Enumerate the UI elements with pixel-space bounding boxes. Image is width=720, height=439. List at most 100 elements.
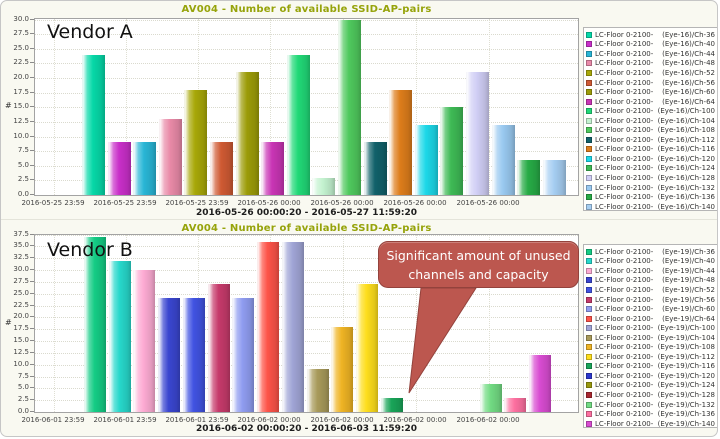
legend-swatch xyxy=(586,165,592,172)
legend-swatch xyxy=(586,98,592,105)
legend-channel-name: (Eye-19)/Ch-104 xyxy=(657,333,715,342)
y-tick-label: 30.0 xyxy=(13,14,29,23)
y-tick-label: 17.5 xyxy=(13,324,29,333)
gridline-h xyxy=(35,270,578,271)
legend-series-name: LC-Floor 0-2100- xyxy=(595,371,654,380)
chart-title: AV004 - Number of available SSID-AP-pair… xyxy=(181,223,432,234)
y-tick-mark xyxy=(30,233,34,235)
legend: LC-Floor 0-2100- (Eye-19)/Ch-36 LC-Floor 0… xyxy=(583,244,717,428)
y-tick-label: 17.5 xyxy=(13,87,29,96)
legend-series-name: LC-Floor 0-2100- xyxy=(595,295,654,304)
bar-(Eye-19)/Ch-44 xyxy=(133,270,156,412)
bar-(Eye-19)/Ch-100 xyxy=(281,241,304,412)
legend-channel-name: (Eye-16)/Ch-128 xyxy=(657,173,715,182)
legend-swatch xyxy=(586,31,592,38)
gridline-h xyxy=(35,341,578,342)
legend-channel-name: (Eye-19)/Ch-116 xyxy=(657,362,715,371)
gridline-v xyxy=(489,235,490,412)
y-tick-mark xyxy=(30,375,34,377)
legend-swatch xyxy=(586,363,592,370)
y-tick-label: 20.0 xyxy=(13,312,29,321)
legend-series-name: LC-Floor 0-2100- xyxy=(595,285,654,294)
legend-swatch xyxy=(586,117,592,124)
bar-(Eye-19)/Ch-60 xyxy=(232,298,255,412)
y-tick-label: 20.0 xyxy=(13,73,29,81)
x-tick-label: 2016-05-25 23:59 xyxy=(21,199,85,207)
legend-channel-name: (Eye-19)/Ch-36 xyxy=(662,247,715,256)
legend-swatch xyxy=(586,194,592,201)
legend-swatch xyxy=(586,344,592,351)
legend-item: LC-Floor 0-2100- (Eye-16)/Ch-120 xyxy=(586,154,715,164)
legend-item: LC-Floor 0-2100- (Eye-19)/Ch-48 xyxy=(586,276,715,286)
bar-(Eye-16)/Ch-36 xyxy=(82,54,105,195)
bar-(Eye-19)/Ch-132 xyxy=(479,383,502,412)
bar-(Eye-16)/Ch-132 xyxy=(491,124,515,195)
legend-series-name: LC-Floor 0-2100- xyxy=(595,333,654,342)
legend-item: LC-Floor 0-2100- (Eye-16)/Ch-64 xyxy=(586,97,715,107)
bar-(Eye-16)/Ch-136 xyxy=(517,159,541,195)
legend-series-name: LC-Floor 0-2100- xyxy=(595,126,654,135)
legend-channel-name: (Eye-16)/Ch-40 xyxy=(662,40,715,49)
x-tick-label: 2016-06-01 23:59 xyxy=(93,416,157,424)
legend-channel-name: (Eye-16)/Ch-140 xyxy=(657,202,715,211)
legend-swatch xyxy=(586,286,592,293)
legend-channel-name: (Eye-19)/Ch-140 xyxy=(657,419,715,428)
legend-item: LC-Floor 0-2100- (Eye-19)/Ch-52 xyxy=(586,285,715,295)
bar-(Eye-16)/Ch-128 xyxy=(466,72,489,195)
y-tick-label: 30.0 xyxy=(13,265,29,273)
legend-series-name: LC-Floor 0-2100- xyxy=(595,193,654,202)
legend-channel-name: (Eye-19)/Ch-128 xyxy=(657,390,715,399)
legend-series-name: LC-Floor 0-2100- xyxy=(595,314,654,323)
legend-swatch xyxy=(586,277,592,284)
gridline-h xyxy=(35,305,578,307)
legend-channel-name: (Eye-16)/Ch-124 xyxy=(657,164,715,173)
legend-series-name: LC-Floor 0-2100- xyxy=(595,68,654,77)
y-tick-mark xyxy=(30,77,34,78)
legend-swatch xyxy=(586,146,592,153)
y-tick-label: 15.0 xyxy=(13,102,29,111)
y-tick-mark xyxy=(30,91,34,93)
y-tick-mark xyxy=(30,135,34,137)
y-tick-mark xyxy=(30,399,34,401)
legend-item: LC-Floor 0-2100- (Eye-19)/Ch-140 xyxy=(586,419,715,428)
x-tick-label: 2016-05-26 00:00 xyxy=(456,199,520,207)
legend-series-name: LC-Floor 0-2100- xyxy=(595,343,654,352)
bar-(Eye-19)/Ch-104 xyxy=(306,369,329,412)
x-tick-label: 2016-05-26 00:00 xyxy=(237,199,301,207)
legend-swatch xyxy=(586,248,592,255)
legend-channel-name: (Eye-19)/Ch-100 xyxy=(657,324,715,333)
legend-swatch xyxy=(586,372,592,379)
y-tick-label: 35.0 xyxy=(13,241,29,250)
bar-(Eye-16)/Ch-124 xyxy=(440,107,464,195)
bar-(Eye-16)/Ch-40 xyxy=(107,142,131,195)
legend-series-name: LC-Floor 0-2100- xyxy=(595,362,654,371)
legend-series-name: LC-Floor 0-2100- xyxy=(595,154,654,163)
y-tick-label: 25.0 xyxy=(13,43,29,52)
y-tick-mark xyxy=(30,280,34,282)
gridline-v xyxy=(270,19,271,195)
y-tick-label: 2.5 xyxy=(17,175,29,184)
legend-swatch xyxy=(586,79,592,86)
legend-series-name: LC-Floor 0-2100- xyxy=(595,164,654,173)
legend-channel-name: (Eye-16)/Ch-36 xyxy=(662,30,715,39)
legend-channel-name: (Eye-16)/Ch-64 xyxy=(662,97,715,106)
gridline-v xyxy=(54,19,55,195)
legend-swatch xyxy=(586,136,592,143)
legend-item: LC-Floor 0-2100- (Eye-16)/Ch-60 xyxy=(586,87,715,97)
vendor-a-label: Vendor A xyxy=(47,21,133,43)
y-tick-label: 10.0 xyxy=(13,131,29,140)
y-tick-mark xyxy=(30,292,34,294)
legend-item: LC-Floor 0-2100- (Eye-16)/Ch-112 xyxy=(586,135,715,145)
legend-series-name: LC-Floor 0-2100- xyxy=(595,400,654,409)
gridline-h xyxy=(35,246,578,248)
y-tick-label: 27.5 xyxy=(13,29,29,38)
x-tick-label: 2016-05-26 00:00 xyxy=(383,199,447,207)
bar-(Eye-19)/Ch-140 xyxy=(529,355,551,412)
plot-area xyxy=(34,234,579,413)
legend-item: LC-Floor 0-2100- (Eye-19)/Ch-120 xyxy=(586,371,715,381)
legend-swatch xyxy=(586,267,592,274)
y-tick-label: 10.0 xyxy=(13,359,29,368)
legend-item: LC-Floor 0-2100- (Eye-19)/Ch-112 xyxy=(586,352,715,362)
gridline-v xyxy=(489,19,490,195)
legend-swatch xyxy=(586,315,592,322)
